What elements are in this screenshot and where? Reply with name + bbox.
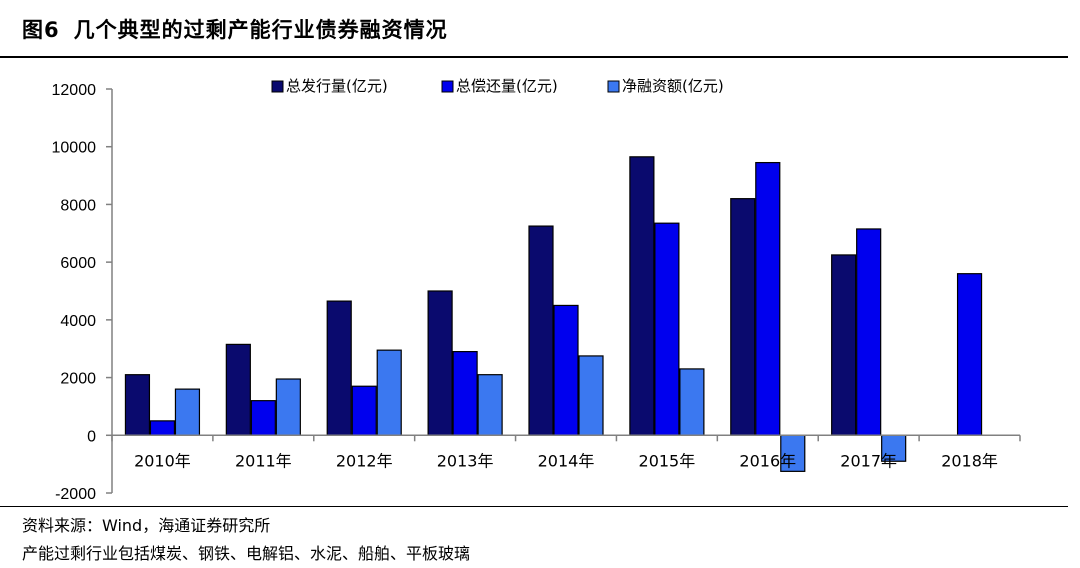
figure-title-text: 几个典型的过剩产能行业债券融资情况 bbox=[73, 18, 448, 42]
bar-3 bbox=[174, 388, 201, 436]
legend-swatch bbox=[607, 80, 620, 93]
header-rule bbox=[0, 56, 1068, 58]
y-tick-label: 10000 bbox=[52, 140, 97, 157]
bar-1 bbox=[427, 290, 453, 436]
y-tick-label: 12000 bbox=[52, 82, 97, 99]
bar-2 bbox=[351, 385, 377, 436]
figure-title: 图6 几个典型的过剩产能行业债券融资情况 bbox=[22, 14, 448, 44]
x-tick-label: 2012年 bbox=[336, 451, 393, 470]
y-tick-label: -2000 bbox=[55, 486, 96, 503]
legend-label: 净融资额(亿元) bbox=[622, 77, 724, 95]
legend-label: 总偿还量(亿元) bbox=[456, 77, 558, 95]
x-tick-label: 2010年 bbox=[134, 451, 191, 470]
source-note: 资料来源：Wind，海通证券研究所 bbox=[22, 516, 271, 535]
bar-3 bbox=[881, 434, 907, 462]
x-tick-label: 2014年 bbox=[538, 451, 595, 470]
bar-2 bbox=[956, 273, 983, 436]
figure-header: 图6 几个典型的过剩产能行业债券融资情况 bbox=[0, 0, 1080, 60]
bar-2 bbox=[856, 228, 882, 436]
bar-1 bbox=[831, 254, 857, 436]
bar-2 bbox=[755, 161, 781, 436]
y-tick-label: 2000 bbox=[60, 371, 96, 388]
bar-1 bbox=[528, 225, 554, 436]
y-tick-label: 4000 bbox=[60, 313, 96, 330]
bar-3 bbox=[578, 355, 604, 436]
figure-footer: 资料来源：Wind，海通证券研究所 产能过剩行业包括煤炭、钢铁、电解铝、水泥、船… bbox=[0, 506, 1080, 568]
bar-3 bbox=[477, 374, 503, 436]
y-tick-label: 6000 bbox=[60, 255, 96, 272]
bar-3 bbox=[376, 349, 402, 436]
bar-2 bbox=[250, 400, 276, 436]
bar-1 bbox=[225, 343, 251, 436]
chart-canvas: -2000 0 2000 4000 6000 8000 10000 12000 2010年 201… bbox=[52, 77, 1021, 503]
x-tick-label: 2017年 bbox=[840, 451, 897, 470]
bar-1 bbox=[629, 156, 655, 436]
bar-2 bbox=[149, 420, 176, 436]
y-tick-label: 0 bbox=[87, 428, 96, 445]
x-tick-label: 2015年 bbox=[639, 451, 696, 470]
bar-2 bbox=[452, 351, 478, 436]
legend-swatch bbox=[441, 80, 454, 93]
bar-1 bbox=[326, 300, 352, 436]
bar-3 bbox=[679, 368, 705, 436]
footer-rule bbox=[0, 506, 1068, 507]
figure-number: 图6 bbox=[22, 18, 60, 42]
x-tick-label: 2013年 bbox=[437, 451, 494, 470]
remark-note: 产能过剩行业包括煤炭、钢铁、电解铝、水泥、船舶、平板玻璃 bbox=[22, 544, 471, 563]
bar-2 bbox=[553, 304, 579, 436]
x-tick-label: 2016年 bbox=[739, 451, 796, 470]
legend-label: 总发行量(亿元) bbox=[286, 77, 388, 95]
bar-2 bbox=[654, 222, 680, 436]
x-tick-label: 2018年 bbox=[941, 451, 998, 470]
bar-3 bbox=[275, 378, 301, 436]
x-tick-label: 2011年 bbox=[235, 451, 292, 470]
bar-1 bbox=[124, 374, 151, 436]
bar-chart: -2000 0 2000 4000 6000 8000 10000 12000 2010年 201… bbox=[0, 60, 1080, 508]
y-tick-label: 8000 bbox=[60, 197, 96, 214]
legend-swatch bbox=[271, 80, 284, 93]
bar-1 bbox=[730, 198, 756, 436]
